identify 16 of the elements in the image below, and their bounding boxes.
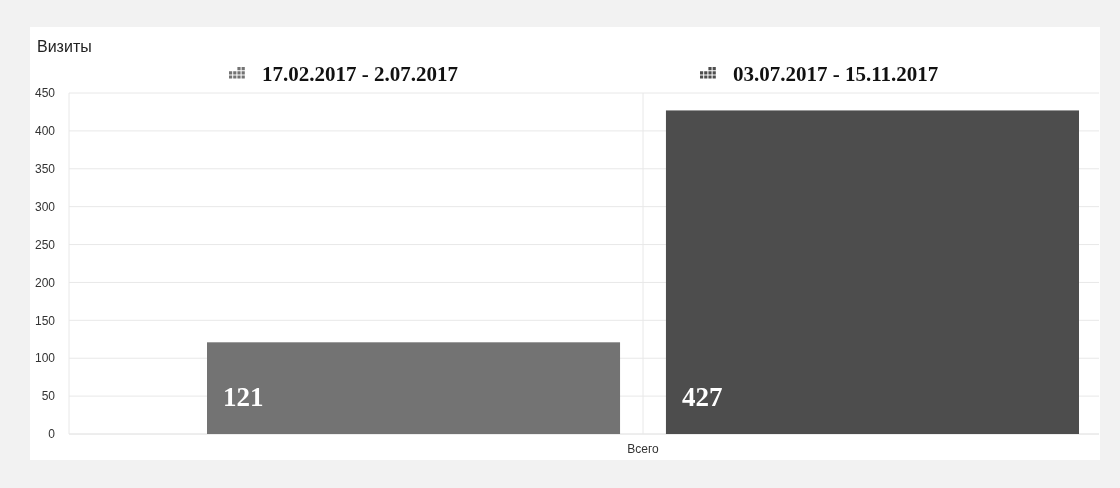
y-tick-label: 250 bbox=[34, 237, 56, 252]
y-tick-label: 400 bbox=[34, 124, 56, 139]
y-tick-label: 300 bbox=[34, 199, 56, 214]
chart-title: Визиты bbox=[37, 38, 92, 55]
y-tick-label: 150 bbox=[34, 313, 56, 328]
x-tick-label: Всего bbox=[627, 442, 660, 456]
data-label: 427 bbox=[681, 382, 723, 412]
y-tick-label: 200 bbox=[34, 275, 56, 290]
y-tick-label: 350 bbox=[34, 161, 56, 176]
legend-label: 17.02.2017 - 2.07.2017 bbox=[262, 62, 458, 86]
y-tick-label: 100 bbox=[34, 351, 56, 366]
data-label: 121 bbox=[223, 382, 264, 412]
y-tick-label: 0 bbox=[48, 427, 56, 442]
legend-label: 03.07.2017 - 15.11.2017 bbox=[733, 62, 939, 86]
y-tick-label: 450 bbox=[34, 86, 56, 101]
y-tick-label: 50 bbox=[41, 389, 56, 404]
